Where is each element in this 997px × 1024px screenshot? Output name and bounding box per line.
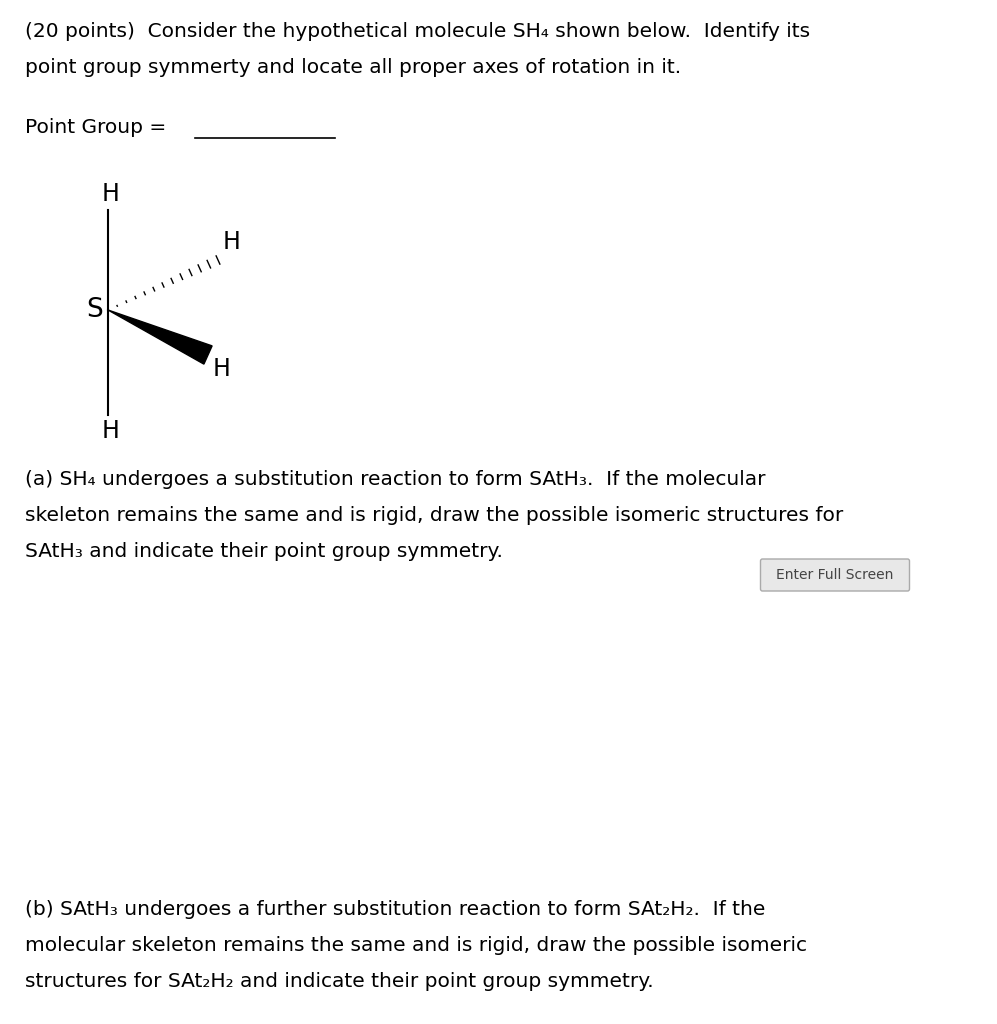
Text: Enter Full Screen: Enter Full Screen [777, 568, 893, 582]
Text: structures for SAt₂H₂ and indicate their point group symmetry.: structures for SAt₂H₂ and indicate their… [25, 972, 654, 991]
Text: (b) SAtH₃ undergoes a further substitution reaction to form SAt₂H₂.  If the: (b) SAtH₃ undergoes a further substituti… [25, 900, 766, 919]
Text: (a) SH₄ undergoes a substitution reaction to form SAtH₃.  If the molecular: (a) SH₄ undergoes a substitution reactio… [25, 470, 766, 489]
Text: S: S [87, 297, 103, 323]
Text: point group symmerty and locate all proper axes of rotation in it.: point group symmerty and locate all prop… [25, 58, 681, 77]
Text: H: H [213, 357, 231, 381]
Text: SAtH₃ and indicate their point group symmetry.: SAtH₃ and indicate their point group sym… [25, 542, 502, 561]
Text: H: H [102, 419, 120, 443]
Text: H: H [102, 182, 120, 206]
Text: molecular skeleton remains the same and is rigid, draw the possible isomeric: molecular skeleton remains the same and … [25, 936, 807, 955]
FancyBboxPatch shape [761, 559, 909, 591]
Polygon shape [108, 310, 212, 365]
Text: skeleton remains the same and is rigid, draw the possible isomeric structures fo: skeleton remains the same and is rigid, … [25, 506, 843, 525]
Text: (20 points)  Consider the hypothetical molecule SH₄ shown below.  Identify its: (20 points) Consider the hypothetical mo… [25, 22, 811, 41]
Text: Point Group =: Point Group = [25, 118, 172, 137]
Text: H: H [223, 230, 241, 254]
